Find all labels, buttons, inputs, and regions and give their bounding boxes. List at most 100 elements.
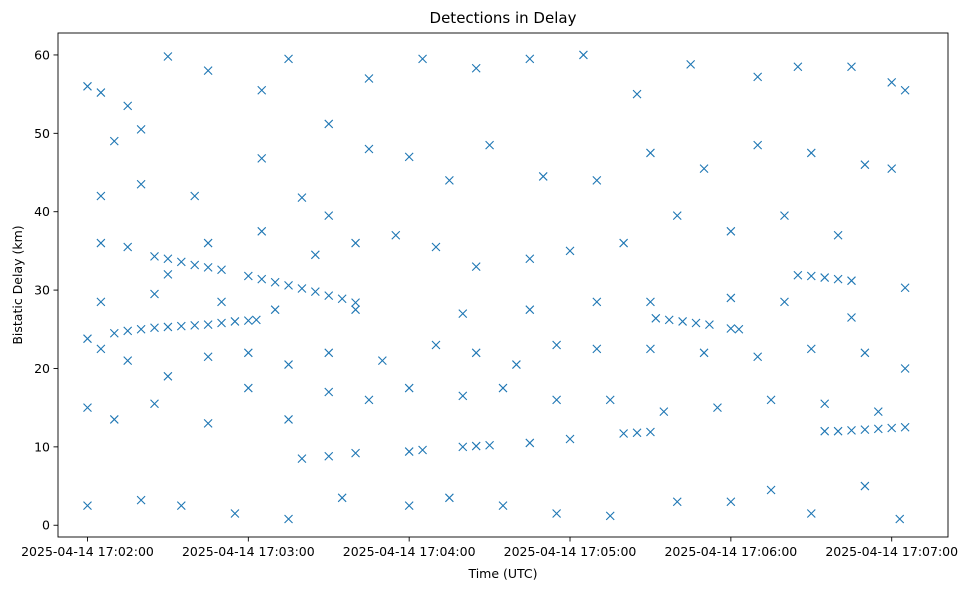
data-point	[431, 242, 441, 252]
data-point	[217, 265, 226, 275]
data-point	[552, 509, 562, 518]
x-tick-label: 2025-04-14 17:03:00	[182, 544, 315, 559]
data-point	[605, 395, 615, 405]
data-point	[150, 289, 159, 299]
data-point	[699, 348, 709, 358]
data-point	[806, 509, 816, 518]
data-point	[136, 125, 146, 134]
x-tick-label: 2025-04-14 17:07:00	[825, 544, 958, 559]
data-point	[579, 50, 588, 60]
data-point	[203, 238, 213, 248]
data-point	[109, 415, 119, 424]
data-point	[632, 428, 642, 438]
data-point	[337, 294, 347, 304]
data-point	[726, 293, 736, 303]
data-point	[860, 481, 870, 491]
data-point	[833, 274, 843, 284]
data-point	[351, 448, 360, 458]
data-point	[176, 257, 186, 267]
data-point	[552, 395, 562, 405]
data-point	[377, 356, 387, 366]
data-point	[525, 54, 535, 64]
data-point	[109, 136, 119, 146]
data-point	[243, 316, 253, 326]
data-point	[284, 360, 293, 369]
data-point	[364, 74, 374, 83]
data-point	[565, 246, 575, 256]
data-point	[257, 154, 267, 163]
data-point	[471, 441, 481, 451]
data-point	[391, 230, 401, 240]
data-point	[900, 85, 910, 95]
data-point	[713, 403, 722, 413]
data-point	[83, 501, 92, 511]
data-point	[525, 305, 535, 315]
data-point	[860, 348, 870, 358]
data-point	[230, 317, 240, 326]
data-point	[686, 59, 696, 69]
plot-frame	[57, 32, 949, 538]
data-point	[284, 54, 293, 64]
data-point	[96, 191, 106, 201]
data-point	[190, 320, 200, 330]
data-point	[150, 399, 159, 409]
data-point	[646, 427, 655, 437]
data-point	[726, 226, 736, 236]
data-point	[471, 63, 481, 73]
data-point	[203, 320, 213, 329]
data-point	[163, 270, 173, 279]
x-axis-label: Time (UTC)	[467, 566, 537, 581]
data-point	[324, 387, 334, 397]
data-point	[592, 344, 602, 354]
data-point	[806, 271, 816, 281]
y-tick-label: 50	[34, 126, 50, 141]
data-point	[431, 340, 441, 350]
data-point	[243, 383, 253, 393]
data-point	[418, 445, 427, 455]
y-tick-label: 0	[42, 518, 50, 533]
data-point	[860, 425, 870, 435]
y-tick-label: 40	[34, 204, 50, 219]
data-point	[203, 66, 213, 76]
data-point	[699, 164, 709, 173]
data-point	[444, 493, 454, 503]
data-point	[485, 440, 494, 450]
data-point	[672, 211, 682, 221]
data-point	[444, 175, 454, 185]
data-point	[734, 324, 744, 334]
data-point	[257, 226, 267, 236]
data-point	[163, 322, 173, 332]
data-point	[726, 324, 736, 333]
data-point	[780, 297, 789, 307]
data-point	[592, 297, 602, 307]
data-point	[404, 383, 414, 393]
data-point	[565, 434, 575, 444]
y-tick-label: 30	[34, 283, 50, 298]
data-point	[324, 119, 334, 129]
data-point	[203, 352, 213, 362]
data-point	[847, 62, 856, 72]
data-point	[820, 426, 830, 436]
x-tick-label: 2025-04-14 17:05:00	[504, 544, 637, 559]
data-point	[619, 238, 629, 248]
data-point	[176, 321, 186, 331]
data-point	[458, 309, 468, 318]
data-point	[873, 407, 883, 416]
data-point	[900, 422, 910, 432]
data-point	[310, 287, 320, 297]
data-point	[230, 509, 240, 518]
data-point	[418, 54, 427, 64]
data-point	[123, 356, 133, 366]
data-point	[96, 344, 106, 354]
data-point	[203, 418, 213, 428]
data-point	[351, 298, 360, 308]
data-point	[284, 514, 293, 524]
data-point	[297, 193, 307, 202]
data-point	[847, 426, 856, 435]
data-point	[538, 172, 548, 181]
data-point	[270, 305, 280, 315]
data-point	[887, 77, 897, 87]
data-point	[605, 511, 615, 521]
data-point	[753, 352, 763, 362]
data-point	[324, 451, 334, 461]
